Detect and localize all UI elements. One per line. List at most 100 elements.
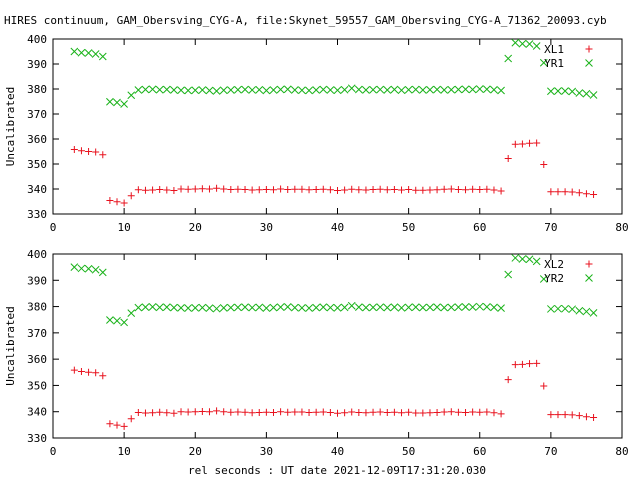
data-point: [298, 185, 306, 193]
data-point: [511, 254, 520, 262]
legend-marker-glyph: [585, 260, 593, 268]
data-point: [412, 186, 420, 194]
data-point: [177, 304, 185, 312]
data-point: [582, 89, 591, 98]
data-point: [134, 409, 142, 417]
y-tick-label: 370: [27, 108, 47, 121]
x-tick-label: 60: [473, 445, 486, 458]
data-point: [99, 372, 107, 380]
legend-marker: [585, 59, 593, 67]
data-point: [298, 408, 306, 416]
data-point: [113, 316, 121, 325]
data-point: [354, 85, 363, 94]
data-point: [149, 409, 157, 417]
data-point: [440, 303, 449, 312]
data-point: [362, 86, 370, 94]
data-point: [205, 185, 213, 193]
x-tick-label: 30: [260, 445, 273, 458]
data-point: [347, 301, 356, 310]
data-point: [134, 186, 142, 194]
data-point: [483, 302, 491, 311]
data-point: [490, 303, 498, 312]
data-point: [561, 304, 569, 313]
data-point: [539, 275, 548, 283]
data-point: [191, 86, 200, 95]
data-point: [497, 410, 505, 418]
y-axis-label: Uncalibrated: [4, 306, 17, 385]
data-point: [504, 54, 513, 63]
data-point: [497, 86, 505, 95]
data-point: [468, 85, 477, 94]
data-point: [234, 85, 242, 94]
data-point: [589, 91, 598, 99]
data-point: [326, 186, 334, 194]
data-point: [554, 304, 562, 313]
data-point: [219, 86, 228, 95]
data-point: [92, 369, 100, 377]
data-point: [426, 85, 434, 94]
data-point: [469, 185, 477, 193]
data-point: [290, 86, 299, 94]
data-point: [227, 408, 235, 416]
legend-label: YR1: [544, 57, 564, 70]
series-YR2: [70, 254, 598, 327]
data-point: [262, 408, 270, 416]
x-tick-label: 10: [118, 221, 131, 234]
data-point: [170, 86, 178, 94]
data-point: [277, 185, 285, 193]
data-point: [483, 408, 491, 416]
data-point: [582, 190, 590, 198]
data-point: [369, 85, 377, 94]
data-point: [77, 367, 85, 375]
y-tick-label: 330: [27, 432, 47, 445]
data-point: [248, 303, 257, 312]
data-point: [220, 408, 228, 416]
data-point: [134, 86, 143, 94]
data-point: [490, 409, 498, 417]
data-point: [390, 85, 399, 94]
y-tick-label: 360: [27, 133, 47, 146]
data-point: [411, 85, 420, 94]
legend-marker: [585, 274, 593, 282]
data-point: [155, 85, 164, 94]
y-tick-label: 370: [27, 327, 47, 340]
data-point: [290, 303, 299, 312]
data-point: [355, 409, 363, 417]
data-point: [219, 304, 228, 312]
data-point: [390, 408, 398, 416]
data-point: [162, 85, 171, 94]
data-point: [518, 39, 527, 48]
x-tick-label: 10: [118, 445, 131, 458]
series-YR1: [70, 38, 598, 108]
data-point: [262, 304, 271, 313]
data-point: [326, 409, 334, 417]
data-point: [85, 368, 93, 376]
data-point: [319, 408, 327, 416]
data-point: [462, 186, 470, 194]
data-point: [298, 86, 306, 95]
data-point: [305, 409, 313, 417]
data-point: [347, 84, 356, 93]
data-point: [469, 408, 477, 416]
data-point: [84, 49, 93, 57]
data-point: [305, 304, 313, 313]
data-point: [149, 186, 157, 194]
data-point: [533, 359, 541, 367]
data-point: [575, 89, 584, 97]
data-point: [262, 86, 271, 95]
data-point: [283, 85, 292, 94]
data-point: [383, 303, 392, 312]
data-point: [568, 305, 577, 314]
data-point: [255, 186, 263, 194]
data-point: [70, 366, 78, 374]
data-point: [120, 318, 128, 327]
data-point: [170, 187, 178, 194]
data-point: [148, 85, 157, 94]
y-tick-label: 360: [27, 353, 47, 366]
data-point: [575, 306, 584, 315]
data-point: [348, 408, 356, 416]
data-point: [226, 303, 235, 312]
data-point: [525, 40, 534, 48]
data-point: [354, 303, 363, 311]
data-point: [433, 85, 441, 94]
